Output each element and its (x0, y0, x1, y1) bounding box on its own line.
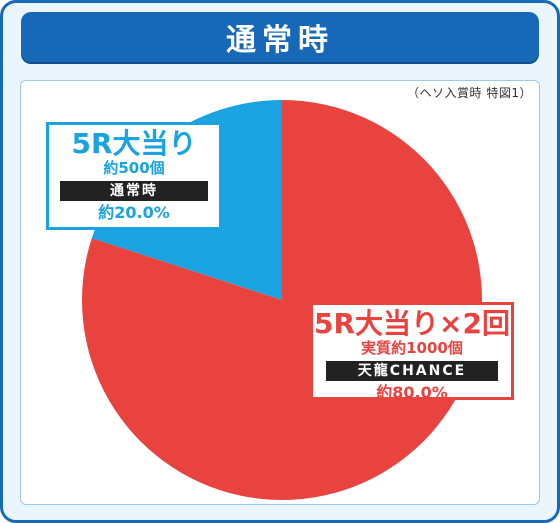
chart-note: （ヘソ入賞時 特図1） (407, 86, 532, 100)
slice-label-percent: 約20.0% (98, 203, 170, 222)
header-bar: 通常時 (21, 12, 539, 62)
slice-label-tag: 通常時 (60, 181, 208, 201)
slice-label-5r: 5R大当り 約500個 通常時 約20.0% (46, 122, 222, 230)
slice-label-5r-x2: 5R大当り×2回 実質約1000個 天龍CHANCE 約80.0% (310, 302, 514, 402)
chart-title: 通常時 (226, 23, 334, 58)
slice-label-title: 5R大当り×2回 (314, 307, 510, 340)
slice-label-percent: 約80.0% (376, 383, 448, 402)
slice-label-balls: 実質約1000個 (361, 339, 463, 357)
slice-label-title: 5R大当り (71, 127, 197, 160)
slice-label-balls: 約500個 (103, 159, 165, 177)
slice-label-tag: 天龍CHANCE (326, 361, 498, 381)
